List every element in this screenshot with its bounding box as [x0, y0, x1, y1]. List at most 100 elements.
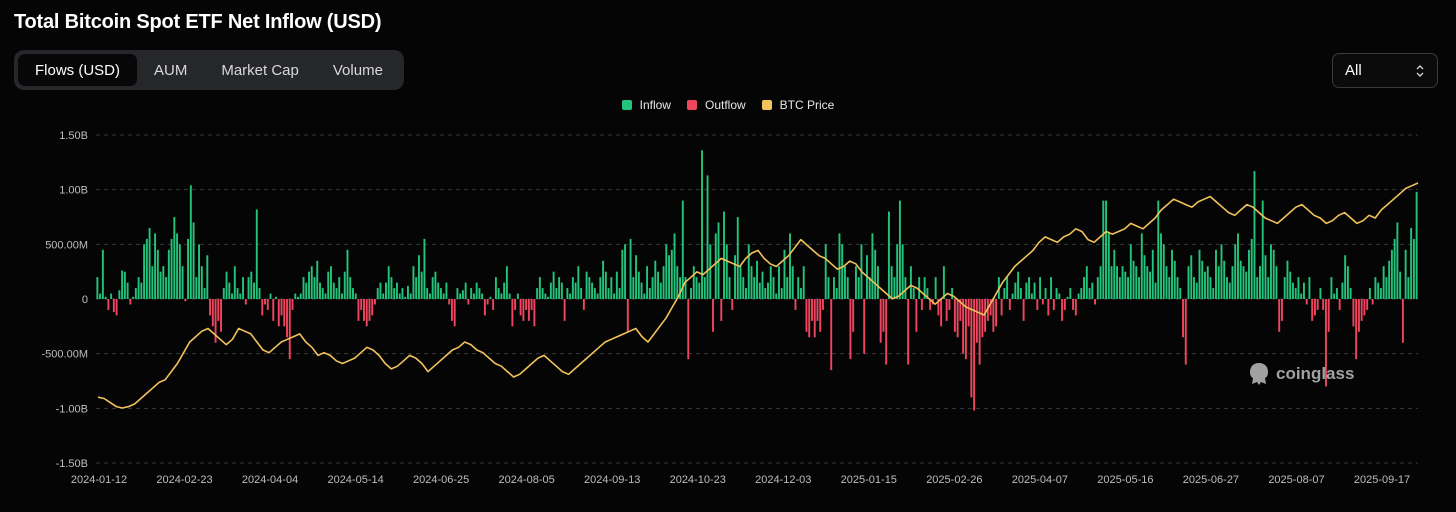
y-tick-label: -1.50B: [56, 458, 88, 470]
outflow-bar: [1371, 299, 1374, 305]
inflow-bar: [406, 285, 409, 299]
outflow-bar: [360, 299, 363, 310]
inflow-bar: [1385, 277, 1388, 299]
tab-aum[interactable]: AUM: [154, 61, 188, 79]
inflow-bar: [1300, 293, 1303, 299]
outflow-bar: [467, 299, 470, 305]
outflow-bar: [1036, 299, 1039, 310]
outflow-bar: [1305, 299, 1308, 305]
inflow-bar: [547, 296, 550, 299]
legend-item-btc-price[interactable]: BTC Price: [761, 98, 834, 112]
x-tick-label: 2025-09-17: [1354, 474, 1410, 486]
inflow-bar: [558, 277, 561, 299]
x-axis: 2024-01-12 2024-02-23 2024-04-04 2024-05-14…: [71, 474, 1410, 486]
inflow-bar: [681, 200, 684, 299]
inflow-bar: [181, 266, 184, 299]
inflow-bar: [376, 288, 379, 299]
legend-item-outflow[interactable]: Outflow: [686, 98, 746, 112]
tab-flows-usd[interactable]: Flows (USD): [18, 54, 137, 86]
outflow-bar: [720, 299, 723, 321]
inflow-bar: [1173, 260, 1176, 299]
outflow-bar: [1352, 299, 1355, 327]
inflow-bar: [346, 249, 349, 299]
inflow-bar: [1160, 233, 1162, 299]
inflow-bar: [395, 282, 398, 299]
inflow-bar: [1275, 266, 1278, 299]
inflow-bar: [679, 277, 681, 299]
outflow-bar: [978, 299, 981, 365]
inflow-bar: [1162, 244, 1165, 299]
inflow-bar: [1124, 271, 1127, 299]
inflow-bar: [791, 266, 794, 299]
inflow-bar: [750, 266, 753, 299]
outflow-bar: [959, 299, 962, 321]
inflow-bar: [1080, 288, 1083, 299]
outflow-bar: [115, 299, 118, 316]
outflow-bar: [217, 299, 220, 321]
inflow-bar: [324, 293, 327, 299]
inflow-bar: [1308, 277, 1311, 299]
inflow-bar: [835, 288, 838, 299]
outflow-bar: [975, 299, 978, 343]
inflow-bar: [1143, 255, 1146, 299]
inflow-bar: [690, 288, 692, 299]
outflow-bar: [811, 299, 813, 321]
inflow-bar: [198, 244, 201, 299]
outflow-bar: [948, 299, 951, 310]
inflow-bar: [99, 293, 102, 299]
inflow-bar: [508, 293, 511, 299]
inflow-bar: [110, 293, 113, 299]
inflow-bar: [898, 200, 901, 299]
inflow-bar: [1231, 266, 1234, 299]
outflow-bar: [813, 299, 816, 338]
inflow-bar: [874, 249, 877, 299]
inflow-bar: [118, 290, 121, 299]
outflow-bar: [940, 299, 943, 327]
inflow-bar: [1149, 271, 1151, 299]
inflow-bar: [1107, 233, 1110, 299]
inflow-bar: [887, 211, 890, 299]
inflow-bar: [1291, 282, 1294, 299]
inflow-bar: [420, 271, 423, 299]
inflow-bar: [767, 282, 769, 299]
inflow-bar: [659, 282, 662, 299]
inflow-bar: [599, 277, 602, 299]
tab-market-cap[interactable]: Market Cap: [221, 61, 299, 79]
outflow-bar: [822, 299, 824, 310]
inflow-bar: [1121, 266, 1124, 299]
inflow-bar: [621, 249, 624, 299]
inflow-bar: [577, 266, 580, 299]
inflow-bar: [753, 277, 756, 299]
legend-label-inflow: Inflow: [639, 98, 671, 112]
tab-volume[interactable]: Volume: [332, 61, 383, 79]
y-axis: 1.50B 1.00B 500.00M 0 -500.00M -1.00B -1.50B: [42, 130, 88, 470]
inflow-bar: [756, 260, 758, 299]
inflow-bar: [434, 271, 437, 299]
inflow-bar: [684, 277, 687, 299]
inflow-bar: [1368, 288, 1371, 299]
outflow-bar: [283, 299, 286, 327]
inflow-bar: [1019, 288, 1022, 299]
inflow-bar: [134, 288, 137, 299]
inflow-bar: [602, 260, 605, 299]
outflow-bar: [1278, 299, 1281, 332]
inflow-bar: [629, 238, 632, 299]
outflow-bar: [272, 299, 275, 321]
inflow-bar: [827, 277, 830, 299]
outflow-bar: [712, 299, 714, 332]
legend-item-inflow[interactable]: Inflow: [621, 98, 671, 112]
inflow-bar: [890, 266, 893, 299]
inflow-bar: [1132, 260, 1135, 299]
inflow-bar: [648, 288, 651, 299]
inflow-bar: [1377, 282, 1380, 299]
inflow-bar: [423, 238, 426, 299]
inflow-bar: [516, 293, 519, 299]
time-range-select[interactable]: All: [1332, 53, 1438, 88]
outflow-bar: [357, 299, 360, 321]
inflow-bar: [1011, 293, 1014, 299]
inflow-bar: [258, 288, 261, 299]
inflow-bar: [701, 150, 703, 299]
outflow-bar: [280, 299, 283, 316]
inflow-bar: [1248, 249, 1250, 299]
outflow-bar: [112, 299, 115, 313]
